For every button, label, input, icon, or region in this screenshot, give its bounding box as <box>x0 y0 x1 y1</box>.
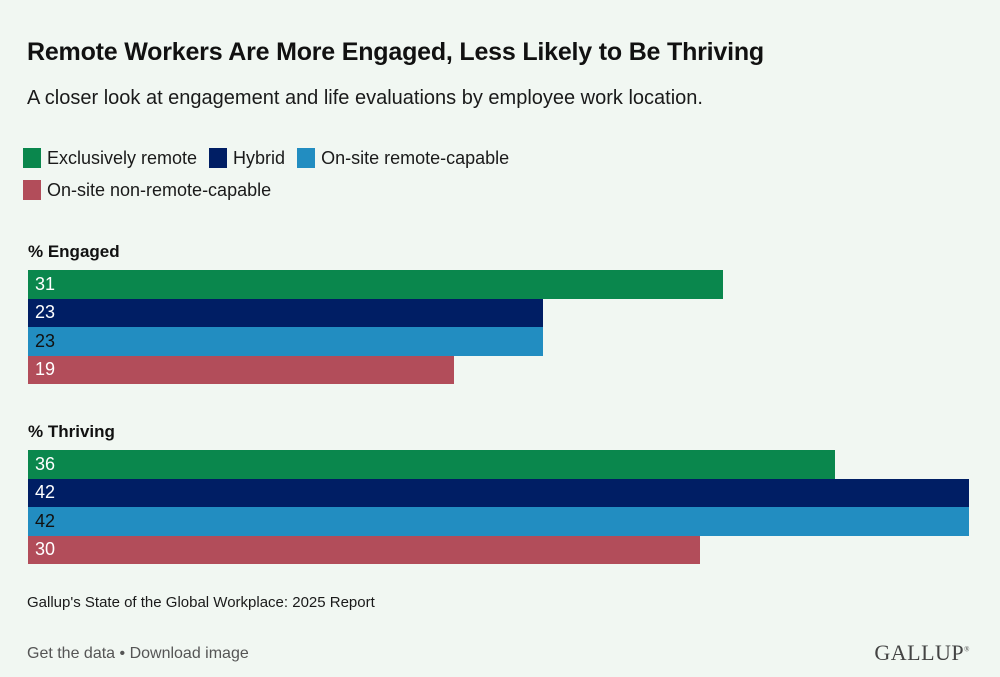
bar-value-label: 31 <box>35 273 56 294</box>
legend-label: Hybrid <box>233 147 286 168</box>
legend-item-hybrid: Hybrid <box>209 146 285 170</box>
legend-swatch <box>297 148 316 168</box>
bar-exclusively-remote: 31 <box>28 270 723 299</box>
legend-swatch <box>209 148 228 168</box>
legend-label: On-site remote-capable <box>321 147 510 168</box>
legend-label: Exclusively remote <box>47 147 198 168</box>
panel-label-thriving: % Thriving <box>28 422 115 441</box>
bar-value-label: 42 <box>35 482 56 503</box>
bar-on-site-non-remote-capable: 30 <box>28 535 701 564</box>
footer-links: Get the data • Download image <box>27 645 249 663</box>
bar-hybrid: 42 <box>28 478 969 507</box>
bar-on-site-remote-capable: 23 <box>28 327 544 356</box>
legend-item-onsite-non-remote-capable: On-site non-remote-capable <box>23 178 271 202</box>
legend: Exclusively remote Hybrid On-site remote… <box>23 146 663 202</box>
gallup-logo: GALLUP® <box>874 640 970 666</box>
get-data-link[interactable]: Get the data <box>27 645 116 662</box>
bar-on-site-non-remote-capable: 19 <box>28 355 454 384</box>
source-note: Gallup's State of the Global Workplace: … <box>27 594 375 611</box>
legend-swatch <box>23 180 41 200</box>
bar-hybrid: 23 <box>28 298 544 327</box>
panel-label-engaged: % Engaged <box>28 242 120 261</box>
legend-label: On-site non-remote-capable <box>47 179 272 200</box>
legend-item-exclusively-remote: Exclusively remote <box>23 146 197 170</box>
bar-value-label: 30 <box>35 539 56 560</box>
chart-title: Remote Workers Are More Engaged, Less Li… <box>27 38 765 66</box>
bar-on-site-remote-capable: 42 <box>28 507 969 536</box>
bar-value-label: 23 <box>35 302 56 323</box>
legend-item-onsite-remote-capable: On-site remote-capable <box>297 146 509 170</box>
bars-engaged: 31 23 23 19 <box>28 270 988 384</box>
bar-value-label: 36 <box>35 453 56 474</box>
download-image-link[interactable]: Download image <box>129 645 249 662</box>
logo-text: GALLUP <box>874 640 965 665</box>
bars-thriving: 36 42 42 30 <box>28 450 988 564</box>
registered-mark: ® <box>964 645 970 654</box>
chart-subtitle: A closer look at engagement and life eva… <box>27 87 703 109</box>
separator: • <box>115 645 130 662</box>
bar-value-label: 42 <box>35 510 56 531</box>
bar-exclusively-remote: 36 <box>28 450 835 479</box>
legend-swatch <box>23 148 41 168</box>
bar-value-label: 19 <box>35 359 56 380</box>
bar-value-label: 23 <box>35 330 56 351</box>
